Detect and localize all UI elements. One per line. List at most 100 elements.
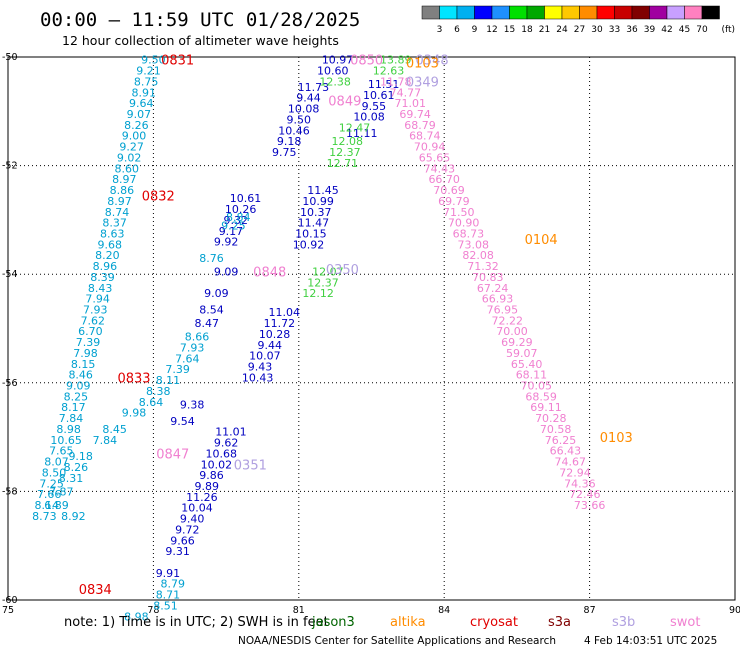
colorbar-swatch	[684, 5, 703, 20]
swh-value: 10.43	[242, 371, 274, 384]
orbit-label: 0348	[416, 54, 449, 69]
swh-value: 9.50	[141, 54, 166, 67]
swh-value: 10.04	[181, 502, 213, 515]
swh-value: 9.09	[204, 287, 229, 300]
swh-value: 10.07	[249, 350, 281, 363]
swh-value: 9.55	[362, 100, 387, 113]
colorbar-swatch	[544, 5, 563, 20]
swh-value: 11.47	[298, 217, 330, 230]
orbit-label: 0847	[156, 447, 189, 462]
swh-value: 68.11	[516, 369, 548, 382]
swh-value: 8.71	[156, 589, 181, 602]
colorbar-swatch	[456, 5, 475, 20]
swh-value: 8.20	[95, 249, 120, 262]
swh-value: 11.01	[215, 426, 247, 439]
swh-value: 8.66	[185, 331, 210, 344]
swh-value: 11.26	[186, 491, 218, 504]
swh-value: 74.77	[390, 86, 422, 99]
swh-value: 7.64	[175, 352, 200, 365]
colorbar-label: 21	[539, 25, 550, 35]
swh-value: 10.08	[288, 103, 320, 116]
swh-value: 82.08	[462, 249, 494, 262]
legend-altika: altika	[390, 615, 426, 630]
swh-value: 8.11	[156, 374, 181, 387]
swh-value: 9.02	[117, 151, 142, 164]
colorbar-label: 42	[661, 25, 672, 35]
colorbar-swatch	[666, 5, 685, 20]
swh-value: 9.98	[122, 407, 147, 420]
swh-value: 9.25	[221, 219, 246, 232]
swh-value: 8.97	[112, 173, 137, 186]
swh-value: 8.91	[131, 86, 156, 99]
swh-value: 7.25	[39, 477, 64, 490]
colorbar-swatch	[631, 5, 650, 20]
swh-value: 8.46	[68, 369, 93, 382]
swh-value: 7.84	[59, 412, 84, 425]
swh-value: 13.89	[380, 54, 412, 67]
swh-value: 11.45	[307, 184, 339, 197]
swh-value: 72.46	[569, 488, 601, 501]
y-tick-label: -56	[2, 378, 18, 389]
swh-value: 8.98	[124, 610, 149, 623]
orbit-label: 0351	[234, 458, 267, 473]
swh-value: 8.51	[153, 599, 178, 612]
y-tick-label: -54	[2, 269, 18, 280]
swh-value: 68.74	[409, 130, 441, 143]
colorbar-swatch	[701, 5, 720, 20]
colorbar-label: 3	[437, 25, 443, 35]
swh-value: 8.97	[107, 195, 132, 208]
swh-value: 8.79	[161, 578, 186, 591]
swh-value: 12.12	[302, 287, 334, 300]
swh-value: 12.37	[307, 276, 339, 289]
swh-value: 70.90	[448, 217, 480, 230]
swh-value: 8.26	[64, 461, 89, 474]
footer-credit: NOAA/NESDIS Center for Satellite Applica…	[238, 635, 556, 647]
swh-value: 9.07	[127, 108, 152, 121]
swh-value: 8.14	[35, 499, 60, 512]
colorbar-label: 70	[696, 25, 708, 35]
swh-value: 8.84	[226, 211, 251, 224]
swh-value: 8.38	[146, 385, 171, 398]
colorbar-label: 39	[644, 25, 656, 35]
swh-value: 6.70	[78, 325, 103, 338]
swh-value: 9.09	[214, 265, 239, 278]
swh-value: 7.62	[81, 314, 106, 327]
swh-value: 70.94	[414, 141, 446, 154]
swh-value: 8.60	[114, 162, 139, 175]
swh-value: 7.84	[93, 434, 118, 447]
swh-value: 9.17	[219, 225, 244, 238]
colorbar-swatch	[509, 5, 528, 20]
swh-value: 76.25	[545, 434, 577, 447]
swh-value: 9.64	[129, 97, 154, 110]
swh-value: 8.76	[199, 252, 224, 265]
swh-value: 8.75	[134, 75, 159, 88]
x-tick-label: 78	[147, 605, 159, 616]
swh-value: 69.74	[399, 108, 431, 121]
swh-value: 73.66	[574, 499, 606, 512]
swh-value: 10.61	[230, 192, 262, 205]
swh-value: 9.21	[136, 65, 161, 78]
swh-value: 68.73	[453, 227, 485, 240]
swh-value: 76.95	[487, 303, 519, 316]
colorbar-label: 18	[521, 25, 533, 35]
colorbar-swatch	[561, 5, 580, 20]
orbit-label: 0849	[328, 94, 361, 109]
legend-s3b: s3b	[612, 615, 635, 630]
colorbar-swatch	[526, 5, 545, 20]
swh-value: 12.37	[329, 146, 361, 159]
swh-value: 7.66	[37, 488, 62, 501]
swh-value: 8.25	[64, 390, 89, 403]
orbit-label: 0104	[525, 233, 558, 248]
swh-value: 9.66	[170, 534, 195, 547]
swh-value: 9.75	[272, 146, 297, 159]
legend-s3a: s3a	[548, 615, 571, 630]
swh-value: 8.26	[124, 119, 149, 132]
legend-swot: swot	[670, 615, 700, 630]
swh-value: 59.07	[506, 347, 538, 360]
swh-value: 10.28	[259, 328, 291, 341]
swh-value: 10.08	[353, 111, 385, 124]
swh-value: 9.92	[214, 236, 239, 249]
swh-value: 65.65	[419, 151, 451, 164]
swh-value: 7.39	[76, 336, 101, 349]
